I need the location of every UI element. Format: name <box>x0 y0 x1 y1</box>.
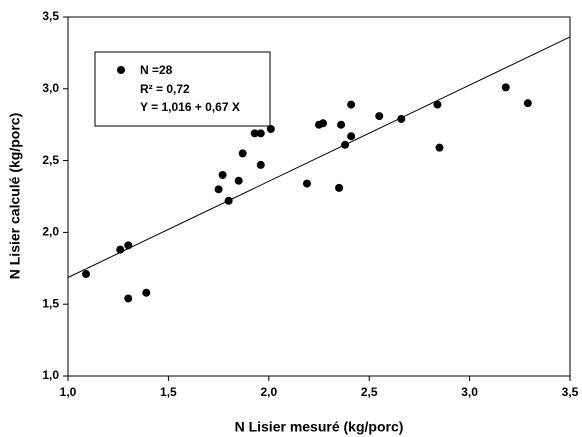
data-point <box>335 183 344 192</box>
data-point <box>347 100 356 109</box>
y-tick-label: 1,0 <box>42 368 59 382</box>
legend-box <box>94 51 271 127</box>
data-point <box>302 179 311 188</box>
x-axis-label: N Lisier mesuré (kg/porc) <box>235 419 404 435</box>
x-tick-label: 3,5 <box>562 385 579 399</box>
data-point <box>375 112 384 121</box>
y-tick-label: 2,0 <box>42 225 59 239</box>
data-point <box>337 120 346 129</box>
data-point <box>116 245 125 254</box>
data-point <box>250 129 259 138</box>
data-point <box>433 100 442 109</box>
data-point <box>266 125 275 134</box>
data-point <box>82 270 91 279</box>
y-tick-label: 2,5 <box>42 153 59 167</box>
data-point <box>256 129 265 138</box>
y-tick-label: 3,0 <box>42 81 59 95</box>
data-point <box>214 185 223 194</box>
data-point <box>347 132 356 141</box>
annotation: R² = 0,72 <box>140 82 190 96</box>
y-tick-label: 1,5 <box>42 296 59 310</box>
y-tick-label: 3,5 <box>42 9 59 23</box>
annotation: Y = 1,016 + 0,67 X <box>140 100 240 114</box>
data-point <box>397 114 406 123</box>
data-point <box>341 140 350 149</box>
data-point <box>224 196 233 205</box>
x-tick-label: 2,0 <box>260 385 277 399</box>
data-point <box>256 160 265 169</box>
data-point <box>218 170 227 179</box>
data-point <box>124 241 133 250</box>
data-point <box>435 143 444 152</box>
plot-frame <box>67 16 571 377</box>
data-point <box>142 288 151 297</box>
legend-marker <box>117 66 125 74</box>
y-axis-label: N Lisier calculé (kg/porc) <box>7 113 23 280</box>
x-tick-label: 2,5 <box>361 385 378 399</box>
data-point <box>238 149 247 158</box>
annotation: N =28 <box>140 63 173 77</box>
data-point <box>523 99 532 108</box>
trend-line <box>67 36 571 278</box>
data-point <box>234 176 243 185</box>
x-tick-label: 1,0 <box>60 385 77 399</box>
data-point <box>124 294 133 303</box>
data-point <box>501 83 510 92</box>
x-tick-label: 3,0 <box>461 385 478 399</box>
data-point <box>319 119 328 128</box>
x-tick-label: 1,5 <box>160 385 177 399</box>
